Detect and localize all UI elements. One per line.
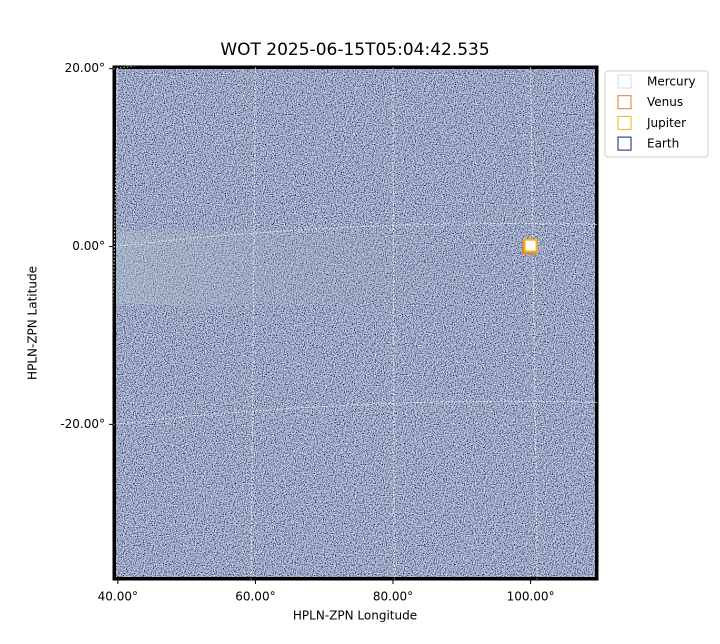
grid-line xyxy=(107,65,119,581)
image xyxy=(113,66,598,580)
grid-line xyxy=(112,45,599,70)
chart-title: WOT 2025-06-15T05:04:42.535 xyxy=(220,40,489,60)
legend-swatch xyxy=(617,115,632,130)
planet-marker xyxy=(523,238,538,253)
y-axis-label: HPLN-ZPN Latitude xyxy=(26,266,40,380)
x-tick-label: 100.00° xyxy=(507,590,555,604)
y-tick-label: 20.00° xyxy=(65,61,105,75)
x-tick-label: 60.00° xyxy=(235,590,275,604)
grid-line xyxy=(112,400,599,425)
legend-label: Venus xyxy=(647,95,683,109)
x-axis-label: HPLN-ZPN Longitude xyxy=(293,609,417,623)
legend-swatch xyxy=(617,95,632,110)
legend-label: Mercury xyxy=(647,75,696,89)
grid-line xyxy=(530,65,538,581)
x-tick-label: 40.00° xyxy=(98,590,138,604)
grid-line xyxy=(392,65,395,581)
y-tick-label: 0.00° xyxy=(72,239,105,253)
axes-frame xyxy=(112,65,599,581)
legend-label: Jupiter xyxy=(646,116,686,130)
legend xyxy=(604,70,709,158)
legend-swatch xyxy=(617,136,632,151)
y-tick-label: -20.00° xyxy=(60,417,105,431)
legend-label: Earth xyxy=(647,137,679,151)
x-tick-label: 80.00° xyxy=(373,590,413,604)
grid-line xyxy=(112,222,599,248)
grid-line xyxy=(250,65,256,581)
legend-swatch xyxy=(617,74,632,89)
